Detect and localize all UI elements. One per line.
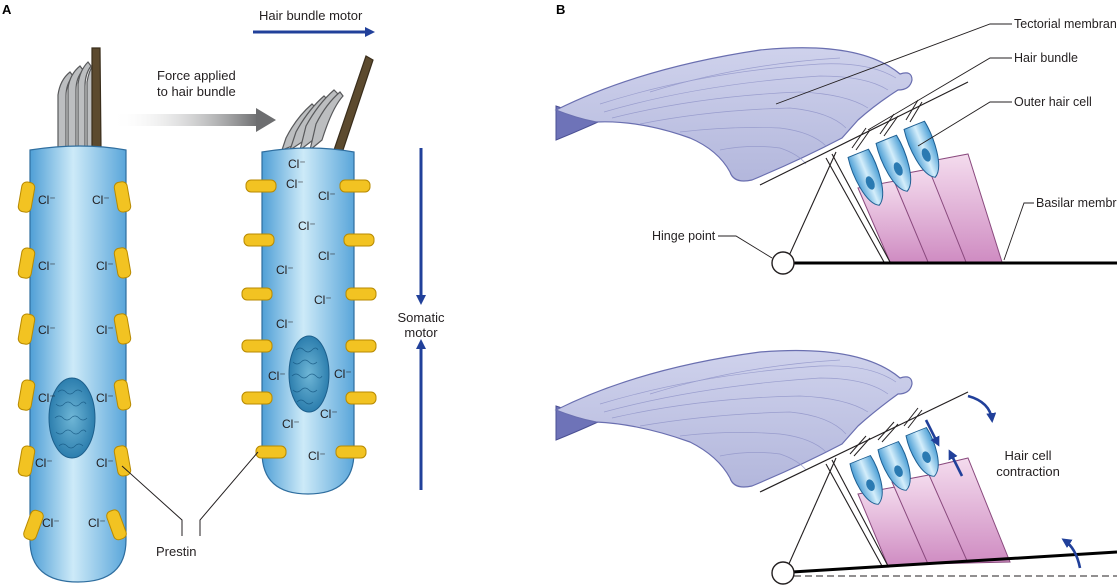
hinge-point-label: Hinge point bbox=[652, 229, 716, 243]
nucleus-left bbox=[48, 377, 96, 459]
svg-text:Cl⁻: Cl⁻ bbox=[288, 157, 306, 171]
svg-text:Cl⁻: Cl⁻ bbox=[96, 456, 114, 470]
force-label-line1: Force applied bbox=[157, 68, 236, 83]
cochlea-resting bbox=[554, 47, 1117, 275]
pillar-cells-top bbox=[787, 151, 891, 263]
bundles-top bbox=[851, 99, 923, 151]
cell-body-left bbox=[29, 145, 127, 583]
prestin-label: Prestin bbox=[156, 544, 196, 559]
basilar-rotation-arrow bbox=[1061, 538, 1082, 569]
cell-body-right bbox=[261, 147, 355, 495]
svg-text:Cl⁻: Cl⁻ bbox=[308, 449, 326, 463]
basilar-membrane-bottom bbox=[791, 550, 1117, 574]
force-label-line2: to hair bundle bbox=[157, 84, 236, 99]
reticular-lamina-top bbox=[759, 81, 969, 186]
pillar-cells-bottom bbox=[787, 457, 889, 567]
nucleus-texture-right bbox=[291, 347, 323, 405]
resting-hair-cell: Cl⁻ Cl⁻ Cl⁻ Cl⁻ Cl⁻ Cl⁻ Cl⁻ Cl⁻ Cl⁻ Cl⁻ … bbox=[17, 47, 132, 583]
svg-text:Cl⁻: Cl⁻ bbox=[334, 367, 352, 381]
basilar-membrane-label: Basilar membrane bbox=[1036, 196, 1117, 210]
stereocilia-right bbox=[281, 55, 374, 152]
prestin-left-set bbox=[17, 181, 132, 541]
svg-text:Cl⁻: Cl⁻ bbox=[38, 193, 56, 207]
svg-text:Cl⁻: Cl⁻ bbox=[92, 193, 110, 207]
contraction-arrow-down bbox=[924, 419, 940, 447]
svg-text:Cl⁻: Cl⁻ bbox=[298, 219, 316, 233]
contraction-label-line1: Hair cell bbox=[1005, 448, 1052, 463]
svg-text:Cl⁻: Cl⁻ bbox=[38, 259, 56, 273]
svg-text:Cl⁻: Cl⁻ bbox=[42, 516, 60, 530]
tectorial-fibers-bottom bbox=[599, 359, 897, 471]
hinge-point-bottom bbox=[771, 561, 795, 585]
outer-hair-cell-label: Outer hair cell bbox=[1014, 95, 1092, 109]
contraction-arrow-up bbox=[948, 449, 964, 477]
svg-text:Cl⁻: Cl⁻ bbox=[276, 317, 294, 331]
svg-text:Cl⁻: Cl⁻ bbox=[286, 177, 304, 191]
svg-text:Cl⁻: Cl⁻ bbox=[318, 189, 336, 203]
svg-text:Cl⁻: Cl⁻ bbox=[282, 417, 300, 431]
supporting-cells-bottom bbox=[857, 457, 1011, 567]
nucleus-right bbox=[288, 335, 330, 413]
svg-text:Cl⁻: Cl⁻ bbox=[96, 259, 114, 273]
contracted-hair-cell: Cl⁻ Cl⁻ Cl⁻ Cl⁻ Cl⁻ Cl⁻ Cl⁻ Cl⁻ Cl⁻ Cl⁻ … bbox=[241, 55, 377, 495]
svg-text:Cl⁻: Cl⁻ bbox=[320, 407, 338, 421]
nucleus-texture-left bbox=[54, 389, 88, 449]
tectorial-membrane-top bbox=[554, 47, 913, 182]
svg-text:Cl⁻: Cl⁻ bbox=[38, 323, 56, 337]
tectorial-rotation-arrow bbox=[967, 394, 997, 423]
hair-bundle-motor-label: Hair bundle motor bbox=[259, 8, 363, 23]
tectorial-membrane-bottom bbox=[554, 349, 913, 488]
panel-b-letter: B bbox=[556, 2, 565, 17]
svg-text:Cl⁻: Cl⁻ bbox=[318, 249, 336, 263]
force-arrow bbox=[112, 108, 276, 132]
panel-a-letter: A bbox=[2, 2, 12, 17]
svg-text:Cl⁻: Cl⁻ bbox=[268, 369, 286, 383]
stereocilia-left bbox=[57, 47, 102, 149]
somatic-label-line1: Somatic bbox=[398, 310, 445, 325]
bundles-bottom bbox=[849, 407, 923, 457]
contraction-label-line2: contraction bbox=[996, 464, 1060, 479]
prestin-right-set bbox=[241, 179, 377, 459]
svg-text:Cl⁻: Cl⁻ bbox=[88, 516, 106, 530]
svg-text:Cl⁻: Cl⁻ bbox=[96, 323, 114, 337]
hair-bundle-label: Hair bundle bbox=[1014, 51, 1078, 65]
svg-text:Cl⁻: Cl⁻ bbox=[314, 293, 332, 307]
svg-text:Cl⁻: Cl⁻ bbox=[38, 391, 56, 405]
panel-b-leaders bbox=[718, 23, 1034, 261]
tectorial-fibers-top bbox=[599, 57, 897, 165]
hinge-point-top bbox=[771, 251, 795, 275]
tectorial-membrane-label: Tectorial membrane bbox=[1014, 17, 1117, 31]
somatic-label-line2: motor bbox=[404, 325, 438, 340]
reticular-lamina-bottom bbox=[759, 391, 969, 493]
chloride-right-set: Cl⁻ Cl⁻ Cl⁻ Cl⁻ Cl⁻ Cl⁻ Cl⁻ Cl⁻ Cl⁻ Cl⁻ … bbox=[268, 157, 352, 463]
cochlea-contracted bbox=[554, 349, 1117, 585]
svg-text:Cl⁻: Cl⁻ bbox=[35, 456, 53, 470]
prestin-leaders bbox=[121, 451, 259, 536]
chloride-left-set: Cl⁻ Cl⁻ Cl⁻ Cl⁻ Cl⁻ Cl⁻ Cl⁻ Cl⁻ Cl⁻ Cl⁻ … bbox=[35, 193, 114, 530]
svg-text:Cl⁻: Cl⁻ bbox=[276, 263, 294, 277]
svg-text:Cl⁻: Cl⁻ bbox=[96, 391, 114, 405]
